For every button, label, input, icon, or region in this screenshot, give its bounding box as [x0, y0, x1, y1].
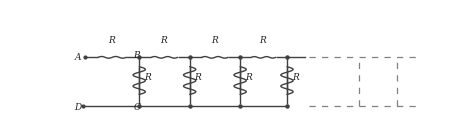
Text: B: B	[133, 51, 140, 60]
Text: R: R	[108, 36, 115, 45]
Text: R: R	[194, 73, 201, 82]
Text: A: A	[75, 53, 81, 62]
Text: R: R	[245, 73, 252, 82]
Text: R: R	[160, 36, 167, 45]
Text: R: R	[259, 36, 266, 45]
Text: R: R	[211, 36, 218, 45]
Text: R: R	[144, 73, 151, 82]
Text: C: C	[133, 103, 140, 112]
Text: R: R	[292, 73, 299, 82]
Text: D: D	[74, 103, 81, 112]
